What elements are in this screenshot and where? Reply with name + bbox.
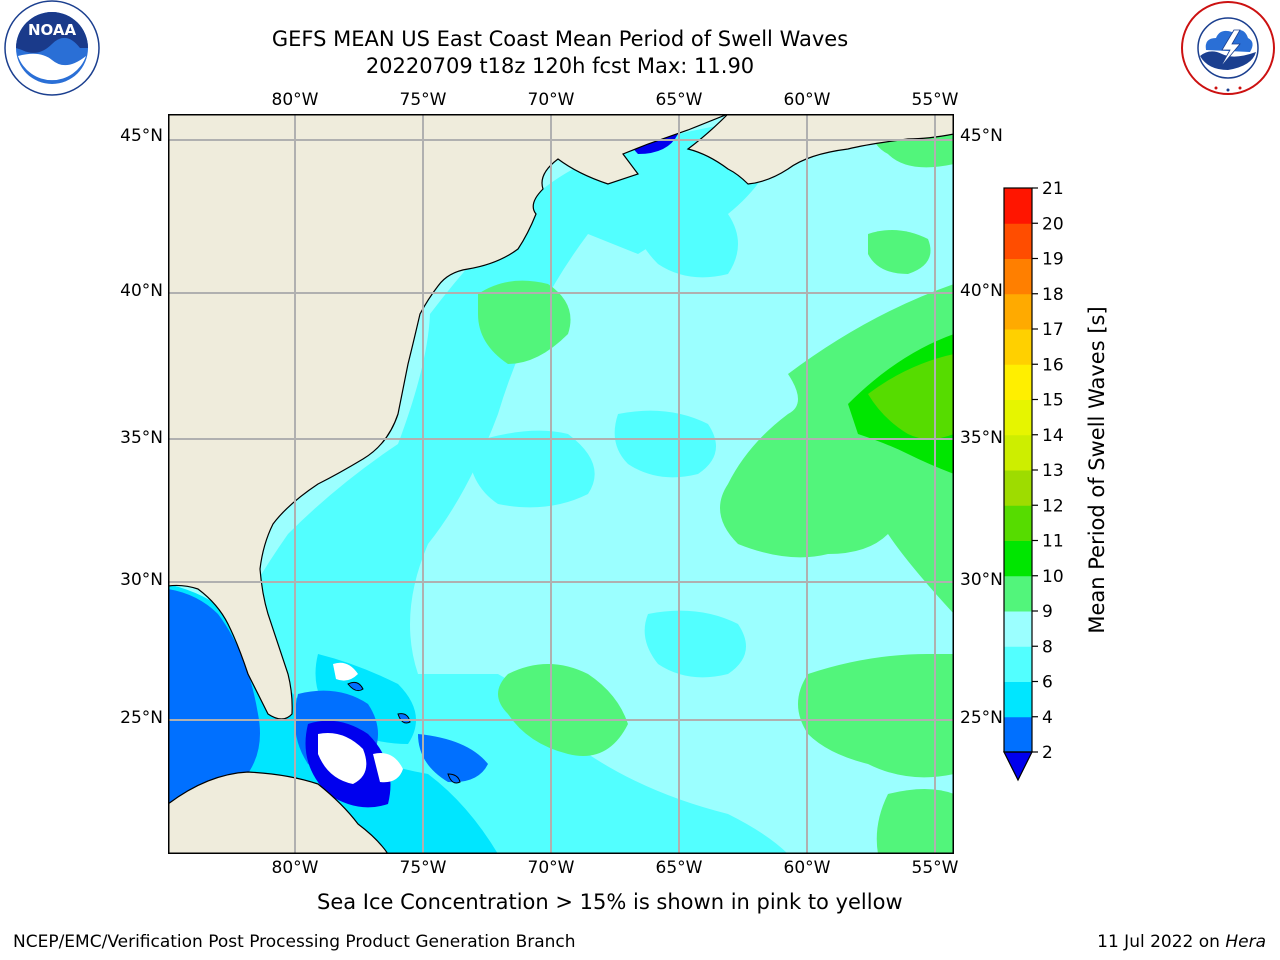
wave-period-map bbox=[168, 114, 954, 854]
colorbar-tick-label: 17 bbox=[1042, 320, 1064, 340]
colorbar-extend-arrow bbox=[1003, 751, 1033, 782]
period-2-4-patch bbox=[418, 734, 488, 783]
masked-cells bbox=[373, 753, 403, 783]
graticule bbox=[168, 114, 954, 854]
lon-top-label: 55°W bbox=[911, 90, 959, 110]
map-title: GEFS MEAN US East Coast Mean Period of S… bbox=[271, 27, 849, 51]
period-6-8-band bbox=[228, 114, 788, 854]
period-9-10-patch bbox=[498, 664, 628, 756]
period-11-12-patch bbox=[868, 354, 954, 439]
lon-top-label: 75°W bbox=[399, 90, 447, 110]
lat-right-label: 35°N bbox=[960, 428, 1003, 448]
colorbar-tick-label: 21 bbox=[1042, 180, 1064, 199]
colorbar-bin bbox=[1004, 611, 1032, 647]
colorbar-tick-label: 13 bbox=[1042, 461, 1064, 481]
period-9-10-patch bbox=[798, 654, 954, 778]
period-6-8-patch bbox=[644, 610, 746, 678]
lat-left-label: 25°N bbox=[120, 708, 163, 728]
lat-left-label: 40°N bbox=[120, 281, 163, 301]
period-6-8-patch bbox=[614, 410, 716, 478]
map-frame bbox=[168, 114, 954, 854]
lat-left-label: 35°N bbox=[120, 428, 163, 448]
lon-bottom-label: 70°W bbox=[527, 858, 575, 878]
colorbar-bin bbox=[1004, 681, 1032, 718]
colorbar-tick-label: 20 bbox=[1042, 214, 1064, 234]
colorbar-tick-label: 4 bbox=[1042, 708, 1053, 728]
lat-left-label: 45°N bbox=[120, 126, 163, 146]
colorbar-bin bbox=[1004, 258, 1032, 295]
masked-cells bbox=[333, 662, 358, 681]
colorbar-tick-label: 11 bbox=[1042, 532, 1064, 552]
footer-host: Hera bbox=[1225, 932, 1266, 952]
period-6-8-patch bbox=[468, 430, 595, 508]
lat-right-label: 40°N bbox=[960, 281, 1003, 301]
lat-right-label: 45°N bbox=[960, 126, 1003, 146]
colorbar-bin bbox=[1004, 399, 1032, 436]
colorbar-tick-label: 15 bbox=[1042, 391, 1064, 411]
period-6-8-patch bbox=[635, 200, 738, 278]
colorbar: 2 4 6 8 9 10 11 12 13 14 15 16 17 18 19 20 21 bbox=[1003, 180, 1064, 782]
colorbar-bin bbox=[1004, 434, 1032, 471]
colorbar-tick-label: 19 bbox=[1042, 250, 1064, 270]
colorbar-tick-label: 10 bbox=[1042, 567, 1064, 587]
land-us-east-coast bbox=[168, 114, 729, 720]
footer-date: 11 Jul 2022 on Hera bbox=[1097, 932, 1266, 952]
noaa-logo-text: NOAA bbox=[28, 21, 77, 39]
colorbar-tick-label: 8 bbox=[1042, 637, 1053, 657]
sea-ice-note: Sea Ice Concentration > 15% is shown in … bbox=[317, 890, 903, 914]
colorbar-tick-label: 18 bbox=[1042, 285, 1064, 305]
footer-date-text: 11 Jul 2022 on bbox=[1097, 932, 1220, 952]
colorbar-bin bbox=[1004, 505, 1032, 541]
colorbar-tick-label: 2 bbox=[1042, 743, 1053, 763]
lon-top-label: 60°W bbox=[783, 90, 831, 110]
noaa-logo-icon: NOAA bbox=[4, 0, 100, 96]
colorbar-bin bbox=[1004, 540, 1032, 577]
colorbar-tick-label: 12 bbox=[1042, 496, 1064, 516]
lon-bottom-label: 55°W bbox=[911, 858, 959, 878]
period-2-4-band bbox=[168, 589, 260, 814]
colorbar-bin bbox=[1004, 646, 1032, 682]
lat-left-label: 30°N bbox=[120, 570, 163, 590]
lon-bottom-label: 75°W bbox=[399, 858, 447, 878]
colorbar-title: Mean Period of Swell Waves [s] bbox=[1085, 306, 1109, 634]
land-cuba bbox=[168, 771, 389, 854]
footer-credit: NCEP/EMC/Verification Post Processing Pr… bbox=[13, 932, 576, 952]
lat-right-label: 25°N bbox=[960, 708, 1003, 728]
colorbar-tick-label: 9 bbox=[1042, 602, 1053, 622]
masked-cells bbox=[318, 733, 367, 784]
colorbar-bin bbox=[1004, 364, 1032, 400]
lon-bottom-label: 60°W bbox=[783, 858, 831, 878]
lat-right-label: 30°N bbox=[960, 570, 1003, 590]
period-9-10-patch bbox=[868, 230, 931, 274]
lon-bottom-label: 80°W bbox=[271, 858, 319, 878]
period-9-10-patch bbox=[478, 280, 571, 364]
lon-top-label: 70°W bbox=[527, 90, 575, 110]
lon-top-label: 80°W bbox=[271, 90, 319, 110]
colorbar-tick-label: 6 bbox=[1042, 673, 1053, 693]
colorbar-bin bbox=[1004, 329, 1032, 365]
colorbar-bin bbox=[1004, 293, 1032, 330]
lon-bottom-label: 65°W bbox=[655, 858, 703, 878]
nws-logo-icon bbox=[1181, 1, 1275, 95]
lon-top-label: 65°W bbox=[655, 90, 703, 110]
period-9-10-patch bbox=[876, 789, 954, 854]
colorbar-bin bbox=[1004, 470, 1032, 506]
map-subtitle: 20220709 t18z 120h fcst Max: 11.90 bbox=[365, 54, 755, 78]
colorbar-bin bbox=[1004, 575, 1032, 612]
colorbar-bin bbox=[1004, 188, 1032, 224]
colorbar-tick-label: 16 bbox=[1042, 355, 1064, 375]
colorbar-bin bbox=[1004, 223, 1032, 259]
colorbar-tick-label: 14 bbox=[1042, 426, 1064, 446]
colorbar-bin bbox=[1004, 716, 1032, 753]
